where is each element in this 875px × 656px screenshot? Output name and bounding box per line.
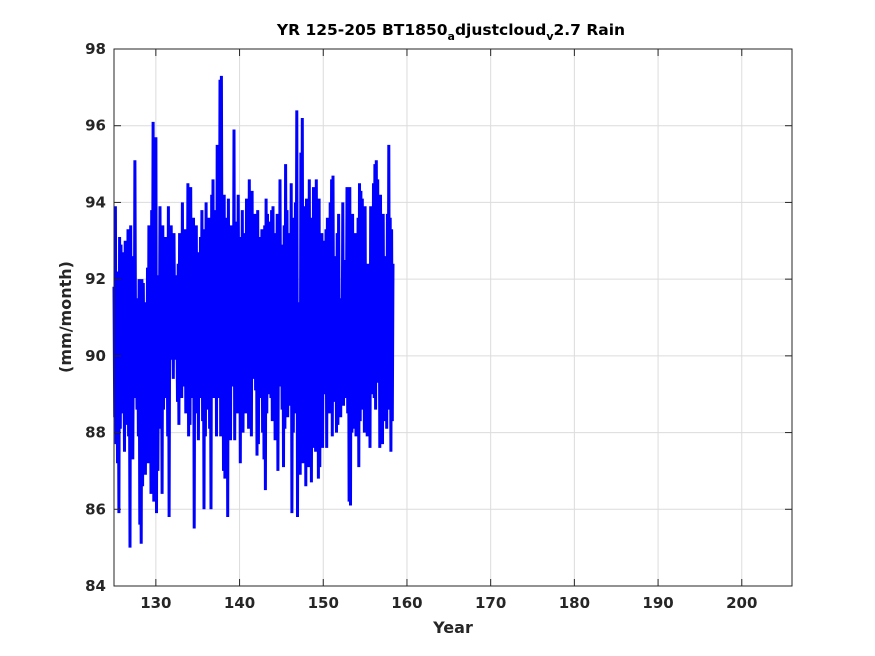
- title-middle: djustcloud: [455, 21, 546, 39]
- plot-frame: [113, 48, 793, 587]
- y-tick-label: 94: [85, 193, 106, 211]
- title-main: YR 125-205 BT1850: [276, 21, 448, 39]
- y-tick-label: 88: [85, 424, 106, 442]
- x-tick-label: 180: [559, 594, 590, 612]
- y-tick-label: 98: [85, 40, 106, 58]
- x-tick-labels: 130 140 150 160 170 180 190 200: [140, 594, 757, 612]
- x-tick-label: 160: [391, 594, 422, 612]
- chart-title: YR 125-205 BT1850adjustcloudv2.7 Rain: [276, 21, 625, 43]
- x-tick-label: 140: [224, 594, 255, 612]
- y-tick-label: 90: [85, 347, 106, 365]
- title-subscript-a: a: [448, 30, 455, 43]
- title-end: 2.7 Rain: [553, 21, 625, 39]
- x-tick-label: 150: [308, 594, 339, 612]
- x-tick-label: 190: [642, 594, 673, 612]
- title-subscript-v: v: [546, 30, 554, 43]
- y-tick-label: 96: [85, 117, 106, 135]
- series-line-0: [112, 75, 395, 548]
- y-tick-label: 92: [85, 270, 106, 288]
- x-tick-label: 200: [726, 594, 757, 612]
- x-axis-label: Year: [432, 618, 473, 637]
- y-axis-label: (mm/month): [56, 261, 75, 373]
- x-tick-label: 130: [140, 594, 171, 612]
- tick-marks: [114, 48, 792, 587]
- y-tick-labels: 84 86 88 90 92 94 96 98: [85, 40, 106, 595]
- y-tick-label: 86: [85, 500, 106, 518]
- series-layer: [112, 75, 395, 548]
- x-tick-label: 170: [475, 594, 506, 612]
- y-tick-label: 84: [85, 577, 106, 595]
